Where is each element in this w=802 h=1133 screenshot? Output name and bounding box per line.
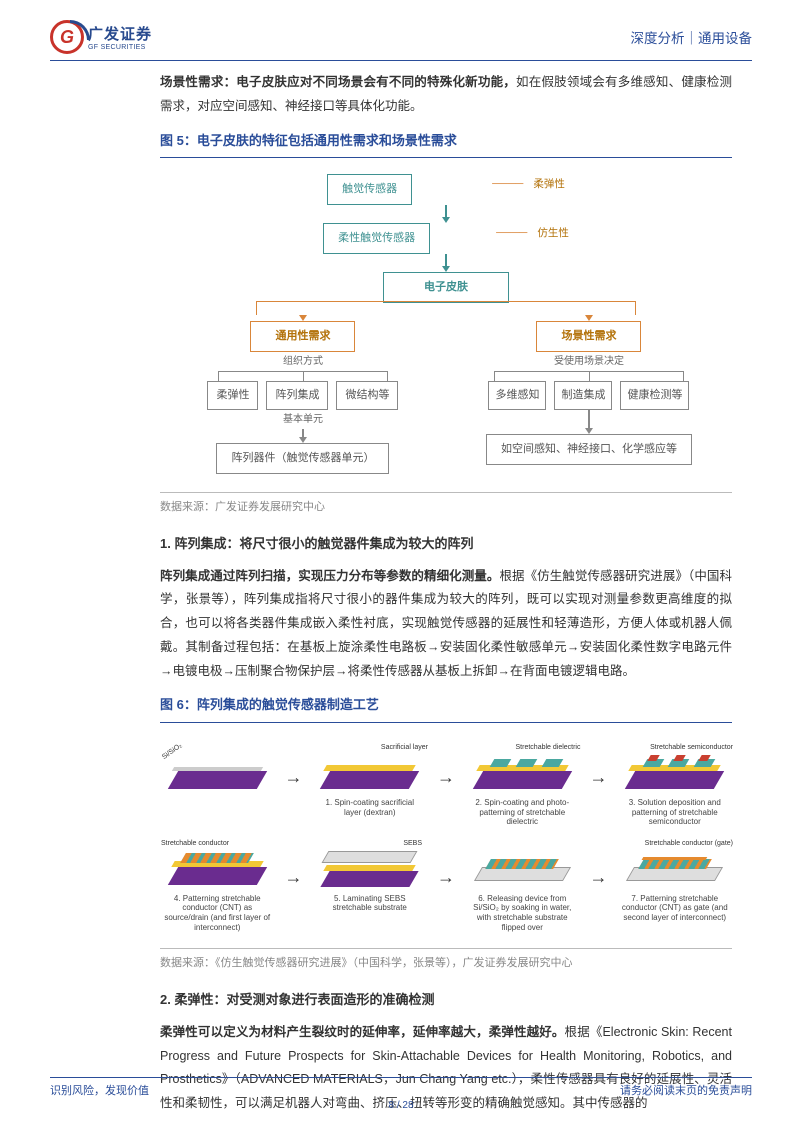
fc-left-sub: 组织方式 — [283, 352, 323, 371]
callout: Sacrificial layer — [380, 741, 429, 754]
fc-side1: 柔弹性 — [533, 175, 565, 195]
footer-left: 识别风险，发现价值 — [50, 1082, 149, 1098]
fig6-diagram: Si/SiO₂ → Sacrificial layer 1. Spin-coat… — [160, 733, 732, 940]
arrow-icon: → — [437, 760, 455, 808]
proc-step-6 — [469, 837, 576, 891]
page-footer: 识别风险，发现价值 请务必阅读末页的免责声明 8 / 28 — [0, 1077, 802, 1111]
fig6-title: 图 6：阵列集成的触觉传感器制造工艺 — [160, 693, 732, 723]
sec2-title: 2. 柔弹性：对受测对象进行表面造形的准确检测 — [160, 988, 732, 1013]
proc-label: 2. Spin-coating and photo-patterning of … — [469, 798, 576, 827]
fig6-source: 数据来源：《仿生触觉传感器研究进展》（中国科学，张景等），广发证券发展研究中心 — [160, 948, 732, 974]
fc-left-bottom: 阵列器件（触觉传感器单元） — [216, 443, 389, 474]
arrow-icon: → — [285, 760, 303, 808]
proc-step-2: Stretchable dielectric — [469, 741, 576, 795]
intro-para: 场景性需求：电子皮肤应对不同场景会有不同的特殊化新功能，如在假肢领域会有多维感知… — [160, 71, 732, 119]
sec1-para: 阵列集成通过阵列扫描，实现压力分布等参数的精细化测量。根据《仿生触觉传感器研究进… — [160, 565, 732, 684]
proc-label: 6. Releasing device from Si/SiO₂ by soak… — [469, 894, 576, 932]
sec2-bold: 柔弹性可以定义为材料产生裂纹时的延伸率，延伸率越大，柔弹性越好。 — [160, 1025, 565, 1039]
proc-step-5: SEBS — [317, 837, 424, 891]
logo-cn: 广发证券 — [88, 23, 152, 44]
arrow-icon: → — [590, 760, 608, 808]
logo: G 广发证券 GF SECURITIES — [50, 20, 152, 54]
sec1-rest: 根据《仿生触觉传感器研究进展》（中国科学，张景等），阵列集成指将尺寸很小的器件集… — [160, 569, 732, 678]
callout: Stretchable dielectric — [515, 741, 582, 754]
fig5-flowchart: 触觉传感器 ────柔弹性 柔性触觉传感器 ────仿生性 电子皮肤 通用性需求… — [160, 168, 732, 484]
callout: SEBS — [402, 837, 423, 850]
fc-leaf: 制造集成 — [554, 381, 612, 410]
fc-left-head: 通用性需求 — [250, 321, 355, 352]
fig5-title: 图 5：电子皮肤的特征包括通用性需求和场景性需求 — [160, 129, 732, 159]
logo-icon: G — [50, 20, 84, 54]
fc-node: 电子皮肤 — [383, 272, 509, 303]
footer-right: 请务必阅读末页的免责声明 — [620, 1082, 752, 1098]
page-number: 8 / 28 — [50, 1100, 752, 1111]
proc-label: 3. Solution deposition and patterning of… — [622, 798, 729, 827]
arrow-icon: → — [437, 860, 455, 908]
fc-leaf: 微结构等 — [336, 381, 398, 410]
fig5-source: 数据来源：广发证券发展研究中心 — [160, 492, 732, 518]
page-header: G 广发证券 GF SECURITIES 深度分析｜通用设备 — [0, 0, 802, 60]
fc-node: 柔性触觉传感器 — [323, 223, 430, 254]
sec1-title: 1. 阵列集成：将尺寸很小的触觉器件集成为较大的阵列 — [160, 532, 732, 557]
fc-leaf: 健康检测等 — [620, 381, 689, 410]
proc-step-7: Stretchable conductor (gate) — [622, 837, 729, 891]
callout: Stretchable semiconductor — [649, 741, 734, 754]
proc-label: 1. Spin-coating sacrificial layer (dextr… — [317, 798, 424, 818]
si-label: Si/SiO₂ — [158, 739, 186, 764]
fc-leaf: 多维感知 — [488, 381, 546, 410]
fc-right-head: 场景性需求 — [536, 321, 641, 352]
fc-left-note: 基本单元 — [283, 410, 323, 429]
proc-label: 4. Patterning stretchable conductor (CNT… — [164, 894, 271, 932]
arrow-icon: → — [285, 860, 303, 908]
fc-side2: 仿生性 — [537, 224, 569, 244]
callout: Stretchable conductor — [160, 837, 230, 850]
proc-label: 7. Patterning stretchable conductor (CNT… — [622, 894, 729, 923]
header-category: 深度分析｜通用设备 — [631, 27, 753, 47]
fc-node: 触觉传感器 — [327, 174, 412, 205]
proc-step-1: Sacrificial layer — [317, 741, 424, 795]
callout: Stretchable conductor (gate) — [644, 837, 734, 850]
proc-step-0: Si/SiO₂ — [164, 741, 271, 795]
fc-leaf: 阵列集成 — [266, 381, 328, 410]
sec1-bold: 阵列集成通过阵列扫描，实现压力分布等参数的精细化测量。 — [160, 569, 499, 583]
proc-step-4: Stretchable conductor — [164, 837, 271, 891]
proc-label: 5. Laminating SEBS stretchable substrate — [317, 894, 424, 914]
fc-right-sub: 受使用场景决定 — [554, 352, 624, 371]
proc-step-3: Stretchable semiconductor — [622, 741, 729, 795]
intro-lead: 场景性需求：电子皮肤应对不同场景会有不同的特殊化新功能， — [160, 75, 516, 89]
fc-leaf: 柔弹性 — [207, 381, 258, 410]
logo-en: GF SECURITIES — [88, 44, 152, 51]
fc-right-bottom: 如空间感知、神经接口、化学感应等 — [486, 434, 692, 465]
arrow-icon: → — [590, 860, 608, 908]
page-content: 场景性需求：电子皮肤应对不同场景会有不同的特殊化新功能，如在假肢领域会有多维感知… — [0, 61, 802, 1116]
